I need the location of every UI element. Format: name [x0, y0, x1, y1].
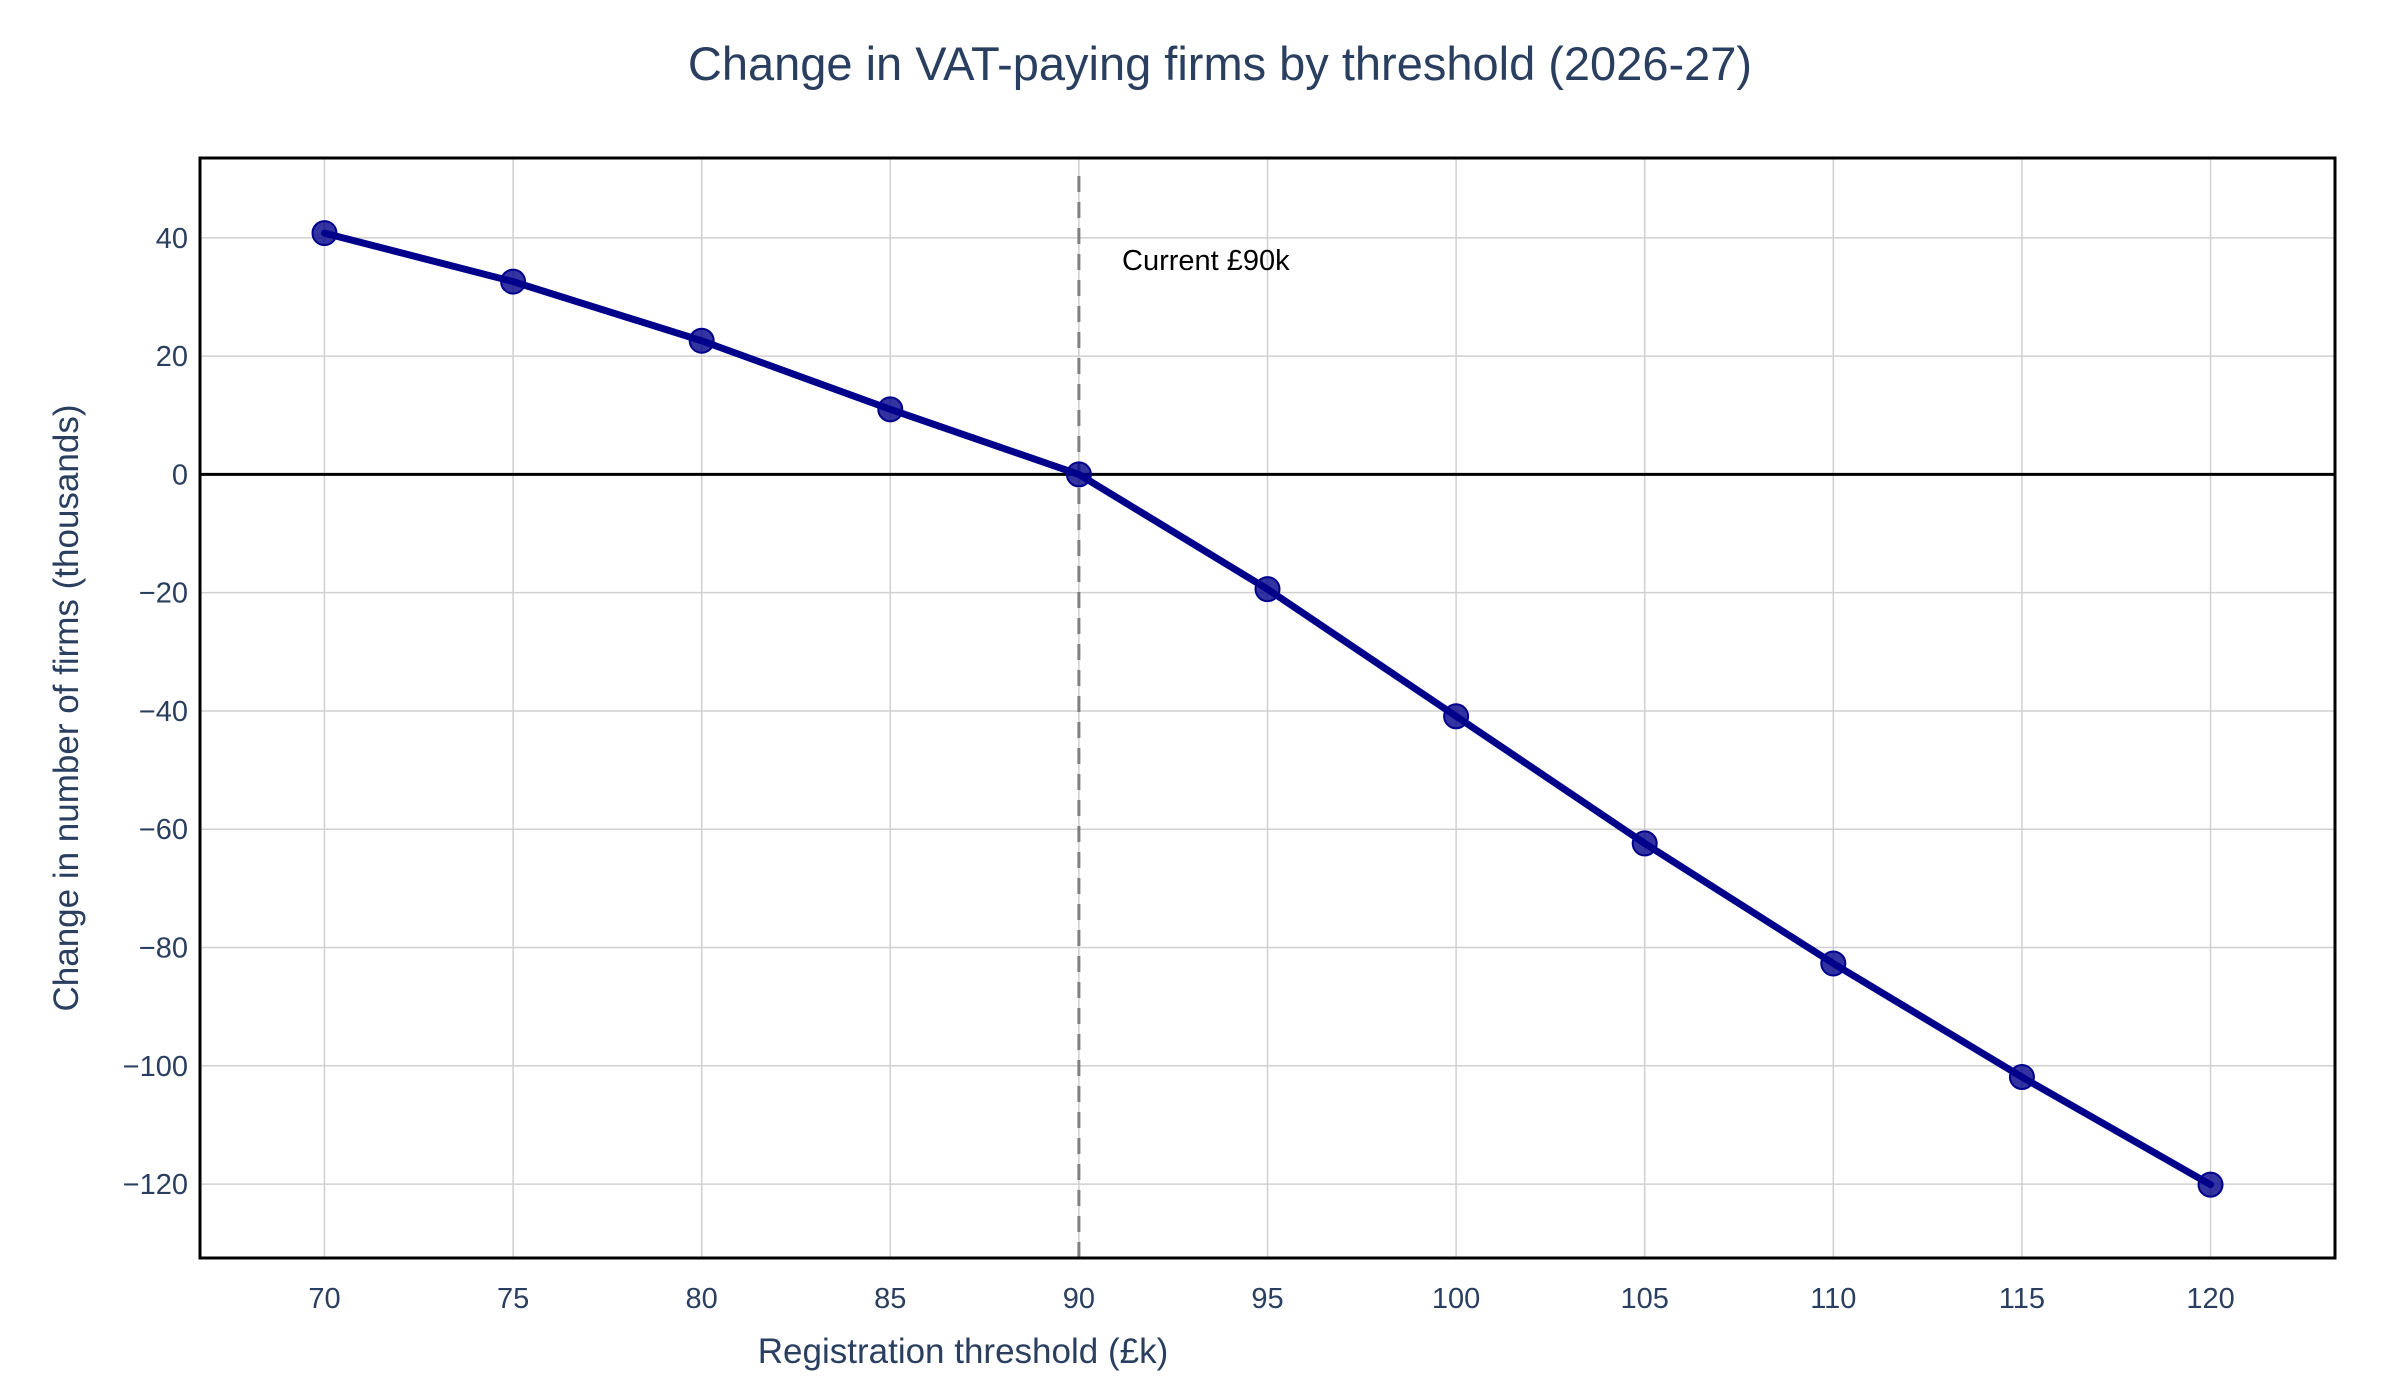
- grid: [200, 158, 2335, 1258]
- y-axis-title: Change in number of firms (thousands): [47, 405, 86, 1012]
- tick-labels: 70 75 80 85 90 95 100 105 110 115 120 40 20 0 −20 −40 −6…: [123, 223, 2235, 1315]
- data-point: [500, 268, 527, 295]
- data-point: [688, 327, 715, 354]
- data-point: [1443, 703, 1470, 730]
- data-point: [1631, 830, 1658, 857]
- x-tick-label: 110: [1810, 1283, 1856, 1315]
- data-point: [1820, 950, 1847, 977]
- data-point: [2197, 1171, 2224, 1198]
- y-tick-label: −120: [123, 1169, 188, 1201]
- x-tick-label: 95: [1251, 1283, 1283, 1315]
- x-tick-label: 100: [1432, 1283, 1480, 1315]
- reference-line-label: Current £90k: [1122, 245, 1290, 277]
- x-tick-label: 120: [2186, 1283, 2234, 1315]
- x-tick-label: 75: [497, 1283, 529, 1315]
- data-point: [311, 220, 338, 247]
- data-point: [877, 396, 904, 423]
- y-tick-label: −80: [139, 933, 188, 965]
- x-tick-label: 70: [308, 1283, 340, 1315]
- series-layer: [311, 220, 2224, 1198]
- data-point: [1065, 461, 1092, 488]
- y-tick-label: −40: [139, 696, 188, 728]
- x-tick-label: 90: [1063, 1283, 1095, 1315]
- x-tick-label: 115: [1999, 1283, 2045, 1315]
- y-tick-label: −20: [139, 578, 188, 610]
- data-point: [1254, 576, 1281, 603]
- x-tick-label: 80: [686, 1283, 718, 1315]
- y-tick-label: −60: [139, 814, 188, 846]
- plot-frame: [198, 156, 2337, 1260]
- x-tick-label: 105: [1621, 1283, 1669, 1315]
- y-tick-label: 20: [156, 341, 188, 373]
- y-tick-label: 0: [172, 459, 188, 491]
- x-axis-title: Registration threshold (£k): [758, 1332, 1168, 1371]
- reference-layer: [200, 176, 2335, 1258]
- chart-title: Change in VAT-paying firms by threshold …: [688, 37, 1752, 90]
- y-tick-label: 40: [156, 223, 188, 255]
- x-tick-label: 85: [874, 1283, 906, 1315]
- y-tick-label: −100: [123, 1051, 188, 1083]
- data-point: [2008, 1064, 2035, 1091]
